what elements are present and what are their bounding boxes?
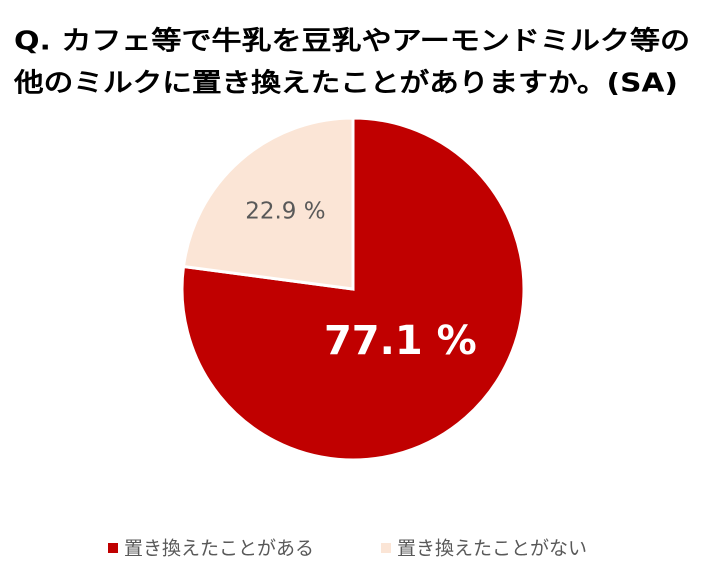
- chart-title: Q. カフェ等で牛乳を豆乳やアーモンドミルク等の: [14, 26, 690, 57]
- legend-marker: [381, 543, 391, 553]
- legend-label: 置き換えたことがある: [124, 538, 314, 560]
- legend-marker: [108, 543, 118, 553]
- legend-label: 置き換えたことがない: [397, 538, 587, 560]
- chart-title: 他のミルクに置き換えたことがありますか。(SA): [13, 68, 678, 99]
- pie-slice: [181, 116, 355, 291]
- data-label: 77.1 %: [324, 318, 477, 364]
- data-label: 22.9 %: [245, 198, 325, 224]
